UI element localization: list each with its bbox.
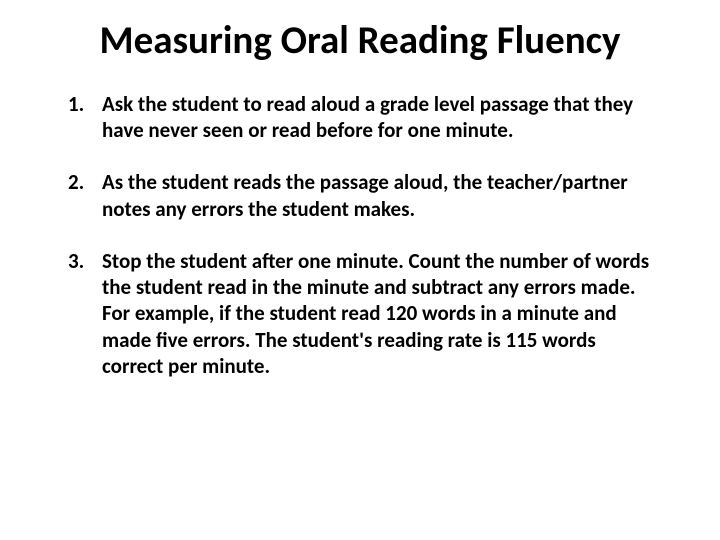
page-title: Measuring Oral Reading Fluency xyxy=(50,20,670,63)
list-item: Ask the student to read aloud a grade le… xyxy=(60,91,660,144)
list-item: As the student reads the passage aloud, … xyxy=(60,169,660,222)
steps-list: Ask the student to read aloud a grade le… xyxy=(50,91,670,379)
list-item: Stop the student after one minute. Count… xyxy=(60,248,660,379)
